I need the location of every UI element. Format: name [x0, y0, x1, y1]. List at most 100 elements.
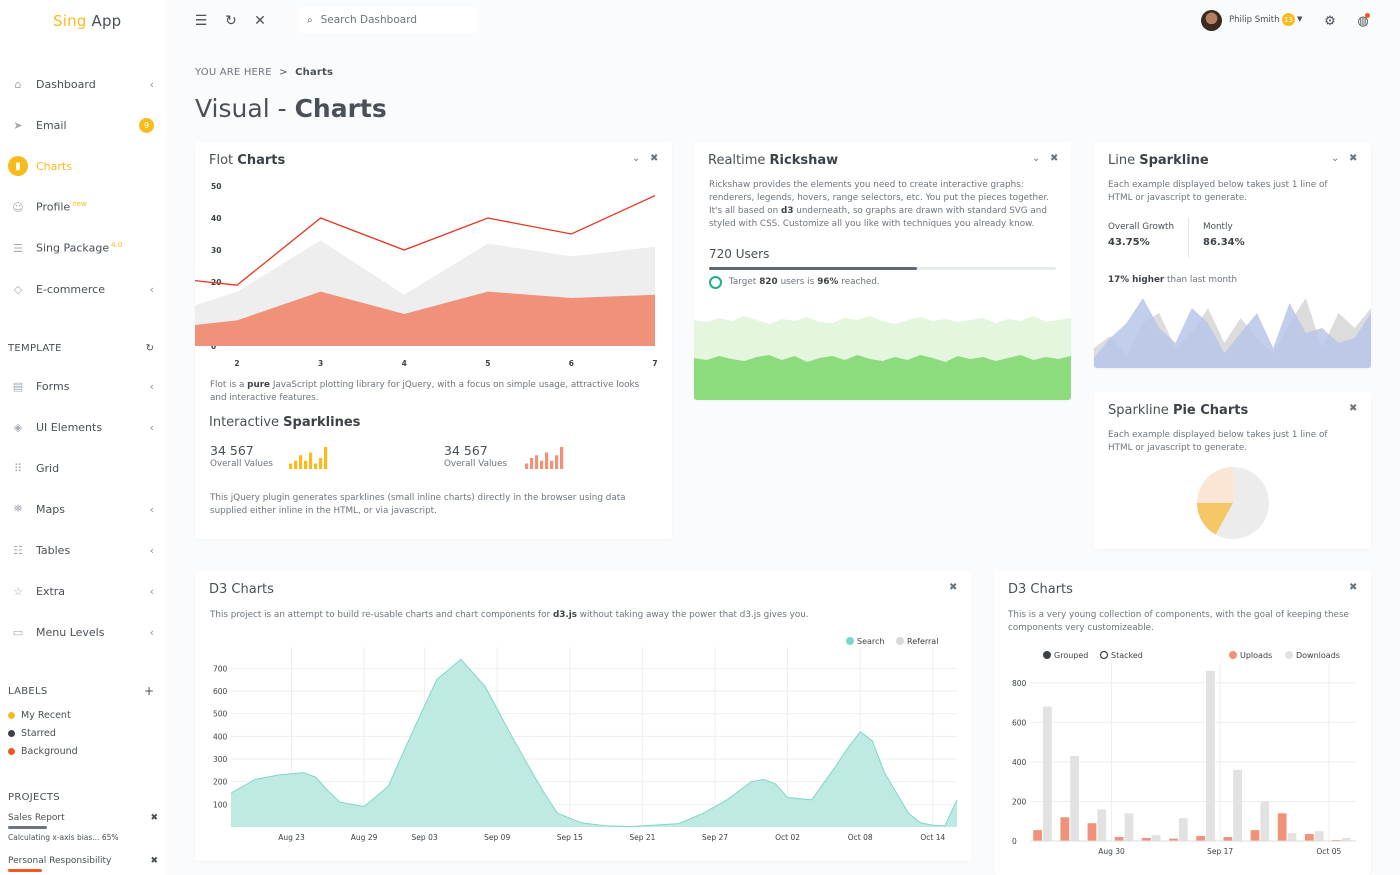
spark1-chart [289, 447, 328, 469]
close-icon[interactable]: ✖ [150, 813, 158, 823]
d3-area-card: D3 Charts ✖ This project is an attempt t… [195, 571, 972, 861]
user-name[interactable]: Philip Smith [1229, 15, 1280, 25]
label-my-recent[interactable]: My Recent [8, 710, 71, 721]
brand-sing: Sing [53, 12, 87, 30]
sidebar-item-extra[interactable]: ☆ Extra ‹ [0, 576, 166, 606]
label-background[interactable]: Background [8, 746, 78, 757]
sidebar-item-forms[interactable]: ▤ Forms ‹ [0, 371, 166, 401]
sidebar-item-tables[interactable]: ☷ Tables ‹ [0, 535, 166, 565]
sidebar-item-maps[interactable]: ⛯ Maps ‹ [0, 494, 166, 524]
collapse-icon[interactable]: ⌄ [1331, 153, 1340, 164]
sidebar-item-label: Email [36, 118, 67, 132]
flot-chart[interactable]: 01020304050234567 [195, 176, 672, 376]
menu-icon[interactable]: ☰ [194, 13, 208, 29]
close-icon[interactable]: ✖ [1349, 403, 1358, 414]
x-tick-label: Aug 29 [351, 833, 378, 842]
close-icon[interactable]: ✖ [949, 582, 958, 593]
refresh-icon[interactable]: ↻ [225, 13, 237, 29]
table-icon: ☷ [13, 543, 23, 557]
new-badge: new [72, 200, 87, 209]
x-tick-label: 3 [318, 359, 323, 368]
template-section-title: TEMPLATE [8, 343, 62, 354]
d3a-desc-b: d3.js [552, 610, 577, 620]
database-icon: ☰ [13, 241, 23, 255]
spark-bar [304, 460, 308, 469]
bar [1114, 837, 1124, 841]
sidebar-item-sing-package[interactable]: ☰ Sing Package 4.0 [0, 233, 166, 263]
project-sales-report[interactable]: Sales Report ✖ Calculating x-axis bias..… [8, 813, 158, 842]
search-icon: ⌕ [307, 14, 313, 26]
sidebar-item-label: Extra [36, 584, 66, 598]
project-name: Sales Report [8, 813, 65, 823]
x-tick-label: Sep 15 [557, 833, 583, 842]
pie-slice [1197, 467, 1233, 503]
target-c: users is [780, 277, 815, 287]
d3-bar-chart[interactable]: Grouped Stacked Uploads Downloads 0 200 400 600… [994, 643, 1371, 875]
spark-bar [309, 452, 313, 469]
y-tick-label: 300 [213, 755, 228, 764]
card-title-a: Sparkline [1108, 403, 1173, 418]
refresh-icon[interactable]: ↻ [145, 343, 154, 354]
sidebar-item-profile[interactable]: ☺ Profile new [0, 192, 166, 222]
globe-icon[interactable]: ◍ [1357, 13, 1370, 29]
label-text: Starred [21, 728, 56, 739]
app-logo[interactable]: Sing App [53, 12, 121, 30]
search-input[interactable]: ⌕ Search Dashboard [298, 7, 478, 33]
legend-dot [1285, 651, 1293, 659]
y-tick-label: 400 [1012, 758, 1027, 767]
spark2-label: Overall Values [444, 459, 507, 469]
notification-badge: 13 [1282, 13, 1295, 26]
growth-note-b: than last month [1164, 275, 1238, 285]
card-title-b: Sparkline [1139, 153, 1209, 168]
x-tick-label: Oct 08 [848, 833, 873, 842]
project-personal-responsibility[interactable]: Personal Responsibility ✖ [8, 856, 158, 872]
folder-icon: ▭ [12, 625, 24, 639]
breadcrumb-prefix: YOU ARE HERE [195, 67, 272, 78]
close-icon[interactable]: ✖ [1050, 153, 1059, 164]
y-tick-label: 500 [213, 710, 228, 719]
sparkline-pie-card: Sparkline Pie Charts ✖ Each example disp… [1094, 392, 1371, 549]
sidebar-item-email[interactable]: ➤ Email 9 [0, 110, 166, 140]
close-icon[interactable]: ✖ [1349, 153, 1358, 164]
bar [1304, 834, 1314, 841]
stat2-label: Montly [1203, 222, 1233, 232]
brand-app: App [86, 12, 122, 30]
users-progress-fill [709, 267, 918, 270]
avatar[interactable] [1201, 10, 1222, 31]
add-label-icon[interactable]: + [143, 684, 154, 698]
sidebar-item-grid[interactable]: ⠿ Grid [0, 453, 166, 483]
rickshaw-description: Rickshaw provides the elements you need … [709, 179, 1061, 231]
collapse-icon[interactable]: ⌄ [632, 153, 641, 164]
x-tick-label: Aug 23 [278, 833, 305, 842]
growth-note-a: 17% higher [1108, 275, 1165, 285]
sidebar-item-menu-levels[interactable]: ▭ Menu Levels ‹ [0, 617, 166, 647]
spark-bar [314, 463, 318, 469]
breadcrumb-current[interactable]: Charts [295, 67, 334, 78]
bar [1070, 755, 1079, 841]
collapse-icon[interactable]: ⌄ [1032, 153, 1041, 164]
sidebar-item-label: E-commerce [36, 282, 105, 296]
settings-icon[interactable]: ⚙ [1324, 13, 1336, 29]
sidebar-item-ui-elements[interactable]: ◈ UI Elements ‹ [0, 412, 166, 442]
sidebar-item-dashboard[interactable]: ⌂ Dashboard ‹ [0, 69, 166, 99]
close-icon[interactable]: ✖ [650, 153, 659, 164]
legend-dot [896, 637, 904, 645]
circle-icon [709, 276, 722, 289]
card-title-a: Realtime [708, 153, 770, 168]
rickshaw-chart[interactable] [694, 300, 1071, 400]
send-icon: ➤ [13, 118, 23, 132]
close-icon[interactable]: ✕ [254, 13, 266, 29]
close-icon[interactable]: ✖ [150, 856, 158, 866]
label-starred[interactable]: Starred [8, 728, 56, 739]
x-tick-label: Aug 30 [1098, 847, 1125, 856]
y-tick-label: 50 [211, 182, 221, 191]
d3-area-chart[interactable]: Search Referral 100 200 300 400 500 600 700 Aug 2… [195, 629, 972, 861]
caret-down-icon[interactable]: ▼ [1297, 15, 1303, 23]
label-dot [8, 712, 15, 719]
stat1-value: 43.75% [1108, 237, 1150, 248]
sidebar-item-label: Charts [36, 159, 72, 173]
close-icon[interactable]: ✖ [1349, 582, 1358, 593]
bar [1260, 801, 1270, 841]
sidebar-item-ecommerce[interactable]: ◇ E-commerce ‹ [0, 274, 166, 304]
sidebar-item-charts[interactable]: ▮ Charts [0, 151, 166, 181]
